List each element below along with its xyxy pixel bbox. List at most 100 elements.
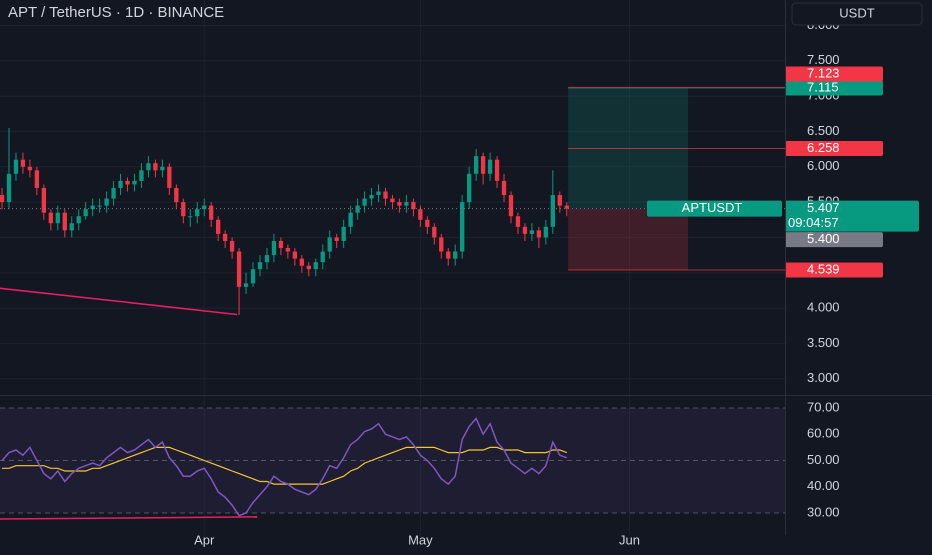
price-label-box	[785, 66, 883, 82]
x-tick-label: Jun	[619, 532, 640, 547]
candle-body	[480, 156, 486, 174]
price-label: 4.539	[807, 261, 840, 276]
candle-body	[97, 205, 102, 207]
y-tick-label: 3.000	[807, 370, 840, 385]
candle-body	[487, 159, 493, 174]
rsi-tick-label: 70.00	[807, 399, 840, 414]
candle-body	[188, 216, 193, 218]
y-tick-label: 7.500	[807, 52, 840, 67]
candle-body	[90, 205, 95, 210]
candle-body	[418, 209, 423, 220]
candle-body	[257, 262, 263, 270]
price-label: 7.115	[807, 79, 839, 94]
last-price-label: 5.407	[807, 200, 840, 215]
y-tick-label: 6.000	[807, 158, 840, 173]
candle-body	[466, 173, 472, 203]
candle-body	[139, 170, 144, 181]
candle-body	[118, 180, 123, 188]
candle-body	[515, 216, 521, 227]
candle-body	[146, 163, 151, 171]
candle-body	[0, 195, 5, 203]
symbol-label-box	[647, 200, 782, 217]
candle-body	[439, 237, 444, 252]
candle-body	[160, 166, 165, 171]
candle-body	[557, 195, 562, 206]
candle-body	[348, 212, 353, 227]
price-label: 5.400	[807, 231, 840, 246]
candle-body	[13, 159, 19, 174]
candle-body	[460, 202, 465, 252]
candle-body	[432, 226, 437, 238]
candle-body	[355, 205, 360, 213]
candle-body	[369, 195, 374, 199]
currency-label[interactable]: USDT	[839, 5, 874, 20]
x-tick-label: Apr	[194, 532, 215, 547]
candle-body	[473, 156, 479, 174]
x-tick-label: May	[408, 532, 433, 547]
candle-body	[83, 209, 88, 217]
currency-button[interactable]	[791, 2, 923, 26]
rsi-tick-label: 50.00	[807, 452, 840, 467]
candle-body	[536, 230, 542, 238]
candle-body	[404, 202, 409, 206]
candle-body	[446, 251, 451, 259]
candle-body	[341, 226, 346, 241]
candle-body	[48, 212, 53, 224]
candle-body	[34, 170, 40, 188]
rsi-tick-label: 30.00	[807, 504, 840, 519]
candle-body	[494, 159, 500, 181]
last-price-box	[785, 200, 919, 232]
candle-body	[174, 187, 179, 203]
candle-body	[111, 187, 116, 199]
candle-body	[222, 233, 228, 241]
candle-body	[292, 251, 298, 259]
candle-body	[397, 202, 402, 206]
candle-body	[55, 212, 60, 224]
price-label-box	[785, 232, 883, 248]
position-stop-zone	[568, 208, 689, 270]
candle-body	[425, 219, 430, 227]
candle-body	[20, 159, 26, 167]
candle-body	[181, 202, 186, 217]
price-label-box	[785, 141, 883, 157]
y-tick-label: 3.500	[807, 335, 840, 350]
candle-body	[243, 283, 249, 287]
candle-body	[41, 187, 47, 213]
candle-body	[543, 226, 549, 238]
price-label-box	[785, 262, 883, 278]
candle-body	[320, 251, 325, 263]
candle-body	[306, 265, 311, 270]
candle-body	[334, 237, 339, 241]
candle-body	[550, 195, 555, 227]
candle-body	[153, 163, 158, 171]
rsi-tick-label: 60.00	[807, 426, 840, 441]
candle-body	[362, 198, 367, 206]
countdown-label: 09:04:57	[788, 215, 839, 230]
symbol-label: APTUSDT	[682, 200, 743, 215]
y-tick-label: 6.500	[807, 123, 840, 138]
candle-body	[508, 195, 514, 217]
trend-line	[0, 516, 258, 520]
chart-title: APT / TetherUS · 1D · BINANCE	[8, 4, 224, 21]
candle-body	[522, 226, 528, 234]
candle-body	[278, 240, 284, 249]
candle-body	[236, 251, 242, 287]
candle-body	[104, 198, 109, 206]
candle-body	[195, 209, 200, 217]
candle-body	[229, 240, 235, 252]
trend-line	[0, 287, 238, 316]
candle-body	[125, 180, 130, 185]
candle-body	[27, 166, 33, 171]
marks-layer	[0, 127, 569, 520]
candle-body	[285, 248, 291, 252]
candle-body	[209, 205, 214, 220]
candle-body	[264, 255, 270, 263]
candle-body	[215, 219, 221, 234]
candle-body	[564, 205, 569, 209]
y-tick-label: 4.000	[807, 300, 840, 315]
price-label: 6.258	[807, 140, 840, 155]
